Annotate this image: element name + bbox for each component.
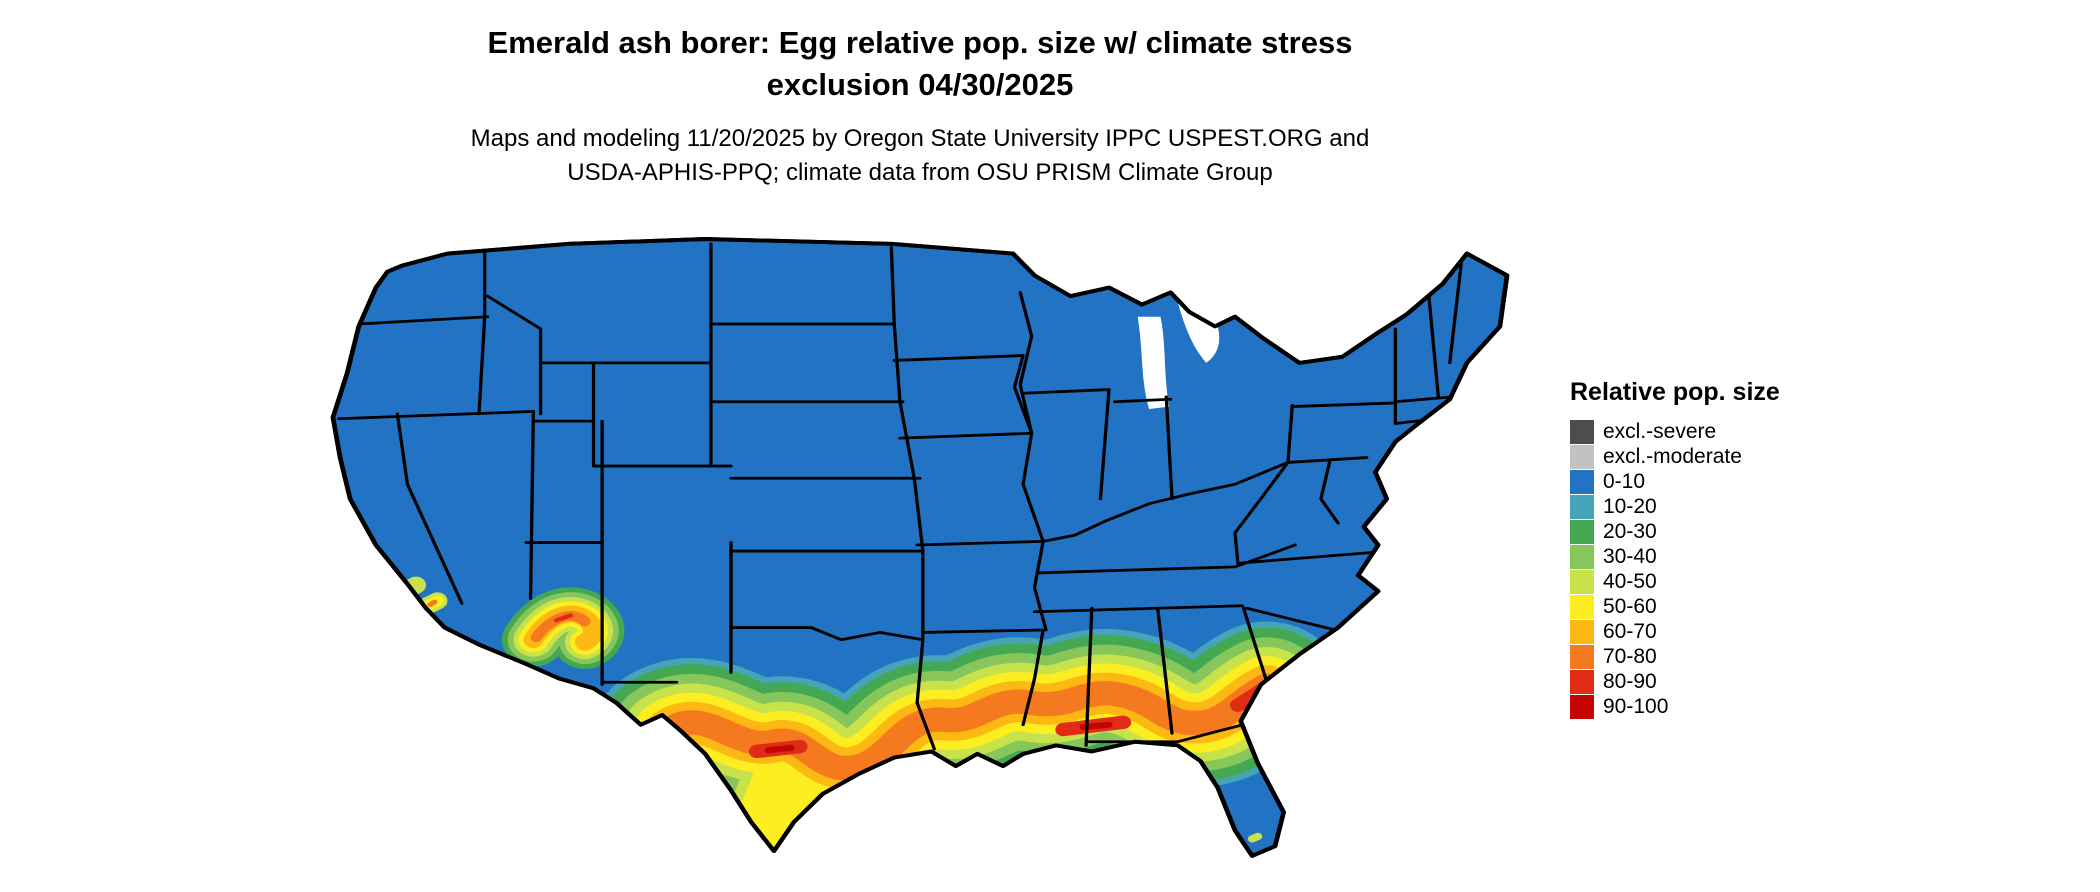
legend-item: excl.-severe	[1570, 419, 1870, 444]
legend-item-label: excl.-severe	[1603, 420, 1717, 443]
legend-item-label: 40-50	[1603, 570, 1657, 593]
legend-item: excl.-moderate	[1570, 444, 1870, 469]
legend-swatch	[1570, 594, 1594, 619]
state-borders	[337, 242, 1463, 751]
heat-fl-keys-40-50	[1247, 832, 1263, 843]
legend-swatch	[1570, 419, 1594, 444]
title-line-2: exclusion 04/30/2025	[766, 67, 1074, 102]
legend-item-label: 0-10	[1603, 470, 1646, 493]
legend-item: 40-50	[1570, 569, 1870, 594]
legend-item: 70-80	[1570, 644, 1870, 669]
state-borders-west	[337, 242, 733, 687]
heat-band-70-80	[655, 673, 1281, 781]
legend-swatch	[1570, 544, 1594, 569]
legend-title: Relative pop. size	[1570, 378, 1780, 406]
lake-huron	[1177, 301, 1220, 363]
legend-item: 10-20	[1570, 494, 1870, 519]
legend-item: 90-100	[1570, 694, 1870, 719]
legend-items: excl.-severe excl.-moderate 0-10 10-20 20-30…	[1570, 419, 1870, 719]
legend-item: 30-40	[1570, 544, 1870, 569]
legend-item-label: 60-70	[1603, 620, 1657, 643]
page-subtitle: Maps and modeling 11/20/2025 by Oregon S…	[0, 122, 1840, 190]
legend-swatch	[1570, 669, 1594, 694]
lake-michigan	[1137, 316, 1170, 409]
legend-item: 80-90	[1570, 669, 1870, 694]
us-map-svg	[330, 237, 1510, 858]
heat-socal-70-80	[427, 599, 438, 607]
legend-item-label: 50-60	[1603, 595, 1657, 618]
legend-swatch	[1570, 694, 1594, 719]
legend-swatch	[1570, 444, 1594, 469]
page-title: Emerald ash borer: Egg relative pop. siz…	[0, 22, 1840, 106]
us-outline	[330, 237, 1510, 858]
us-land-base	[330, 237, 1510, 858]
subtitle-line-1: Maps and modeling 11/20/2025 by Oregon S…	[470, 125, 1370, 152]
legend-swatch	[1570, 619, 1594, 644]
legend-item: 20-30	[1570, 519, 1870, 544]
subtitle-line-2: USDA-APHIS-PPQ; climate data from OSU PR…	[567, 159, 1273, 186]
legend-item-label: 20-30	[1603, 520, 1657, 543]
legend-item: 60-70	[1570, 619, 1870, 644]
legend-item-label: excl.-moderate	[1603, 445, 1742, 468]
title-line-1: Emerald ash borer: Egg relative pop. siz…	[487, 25, 1353, 60]
legend-swatch	[1570, 519, 1594, 544]
legend-item-label: 10-20	[1603, 495, 1657, 518]
legend: Relative pop. size excl.-severe excl.-mod…	[1570, 378, 1870, 719]
state-borders-plains	[709, 246, 936, 751]
legend-swatch	[1570, 469, 1594, 494]
legend-item: 0-10	[1570, 469, 1870, 494]
legend-swatch	[1570, 494, 1594, 519]
legend-swatch	[1570, 569, 1594, 594]
heat-az-80-90	[553, 613, 574, 623]
legend-item-label: 80-90	[1603, 670, 1657, 693]
us-map	[290, 205, 1550, 885]
heat-bands	[401, 576, 1343, 856]
legend-item-label: 70-80	[1603, 645, 1657, 668]
legend-item-label: 30-40	[1603, 545, 1657, 568]
legend-item-label: 90-100	[1603, 695, 1669, 718]
legend-item: 50-60	[1570, 594, 1870, 619]
legend-swatch	[1570, 644, 1594, 669]
